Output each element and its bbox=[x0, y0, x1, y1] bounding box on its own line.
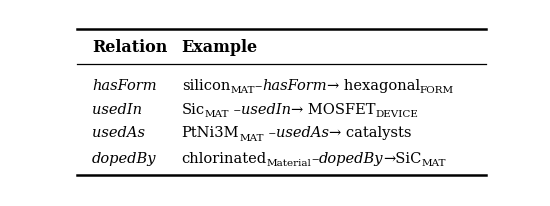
Text: PtNi3M: PtNi3M bbox=[182, 126, 239, 140]
Text: –: – bbox=[255, 79, 262, 93]
Text: → hexagonal: → hexagonal bbox=[327, 79, 420, 93]
Text: usedIn: usedIn bbox=[92, 103, 142, 117]
Text: –: – bbox=[263, 126, 276, 140]
Text: MAT: MAT bbox=[230, 86, 255, 95]
Text: →SiC: →SiC bbox=[383, 152, 422, 166]
Text: → MOSFET: → MOSFET bbox=[292, 103, 376, 117]
Text: usedIn: usedIn bbox=[241, 103, 292, 117]
Text: Relation: Relation bbox=[92, 39, 168, 56]
Text: Sic: Sic bbox=[182, 103, 205, 117]
Text: chlorinated: chlorinated bbox=[182, 152, 267, 166]
Text: usedAs: usedAs bbox=[92, 126, 145, 140]
Text: Material: Material bbox=[267, 159, 312, 168]
Text: silicon: silicon bbox=[182, 79, 230, 93]
Text: MAT: MAT bbox=[205, 110, 229, 119]
Text: DEVICE: DEVICE bbox=[376, 110, 419, 119]
Text: dopedBy: dopedBy bbox=[92, 152, 157, 166]
Text: –: – bbox=[229, 103, 241, 117]
Text: –: – bbox=[312, 152, 319, 166]
Text: MAT: MAT bbox=[422, 159, 447, 168]
Text: dopedBy: dopedBy bbox=[319, 152, 383, 166]
Text: usedAs: usedAs bbox=[276, 126, 329, 140]
Text: hasForm: hasForm bbox=[262, 79, 327, 93]
Text: MAT: MAT bbox=[239, 134, 263, 143]
Text: hasForm: hasForm bbox=[92, 79, 157, 93]
Text: FORM: FORM bbox=[420, 86, 454, 95]
Text: Example: Example bbox=[182, 39, 258, 56]
Text: → catalysts: → catalysts bbox=[329, 126, 411, 140]
